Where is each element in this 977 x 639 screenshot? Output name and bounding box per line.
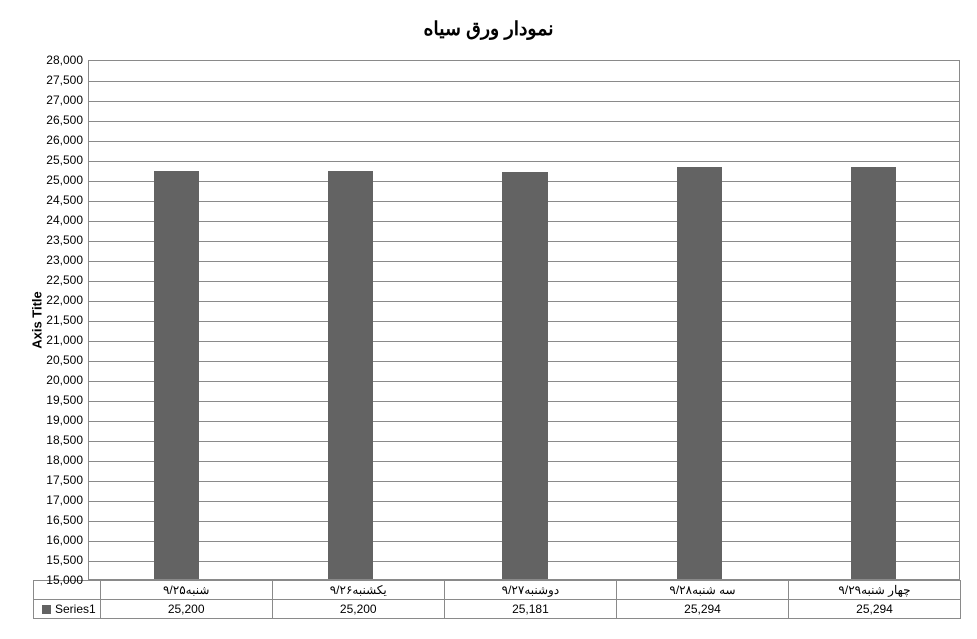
y-tick-label: 17,500 [33,473,83,487]
chart-container: نمودار ورق سیاه Axis Title شنبه۹/۲۵یکشنب… [0,0,977,639]
y-tick-label: 18,000 [33,453,83,467]
y-tick-label: 15,000 [33,573,83,587]
category-label: چهار شنبه۹/۲۹ [789,581,961,600]
gridline [89,161,959,162]
y-tick-label: 26,500 [33,113,83,127]
y-tick-label: 17,000 [33,493,83,507]
legend-cell: Series1 [34,600,101,619]
category-label: شنبه۹/۲۵ [100,581,272,600]
y-tick-label: 24,000 [33,213,83,227]
data-value: 25,200 [100,600,272,619]
gridline [89,101,959,102]
data-value: 25,200 [272,600,444,619]
y-tick-label: 23,000 [33,253,83,267]
bar [328,171,373,579]
y-tick-label: 20,000 [33,373,83,387]
category-label: سه شنبه۹/۲۸ [617,581,789,600]
data-value: 25,294 [617,600,789,619]
bar [851,167,896,579]
data-value: 25,181 [444,600,616,619]
y-tick-label: 18,500 [33,433,83,447]
gridline [89,81,959,82]
data-value: 25,294 [789,600,961,619]
y-tick-label: 15,500 [33,553,83,567]
y-tick-label: 22,000 [33,293,83,307]
y-tick-label: 26,000 [33,133,83,147]
y-tick-label: 16,500 [33,513,83,527]
y-tick-label: 19,500 [33,393,83,407]
plot-area [88,60,960,580]
bar [502,172,547,579]
y-tick-label: 20,500 [33,353,83,367]
bar [154,171,199,579]
y-tick-label: 16,000 [33,533,83,547]
y-tick-label: 23,500 [33,233,83,247]
chart-title: نمودار ورق سیاه [0,18,977,41]
y-tick-label: 28,000 [33,53,83,67]
category-label: یکشنبه۹/۲۶ [272,581,444,600]
y-tick-label: 21,500 [33,313,83,327]
y-tick-label: 24,500 [33,193,83,207]
category-label: دوشنبه۹/۲۷ [444,581,616,600]
y-tick-label: 27,000 [33,93,83,107]
y-tick-label: 25,000 [33,173,83,187]
chart-data-table: شنبه۹/۲۵یکشنبه۹/۲۶دوشنبه۹/۲۷سه شنبه۹/۲۸چ… [33,580,961,619]
bar [677,167,722,579]
y-tick-label: 21,000 [33,333,83,347]
y-tick-label: 19,000 [33,413,83,427]
y-tick-label: 27,500 [33,73,83,87]
y-tick-label: 22,500 [33,273,83,287]
y-tick-label: 25,500 [33,153,83,167]
legend-label: Series1 [55,602,96,616]
gridline [89,141,959,142]
gridline [89,121,959,122]
legend-swatch-icon [42,605,51,614]
